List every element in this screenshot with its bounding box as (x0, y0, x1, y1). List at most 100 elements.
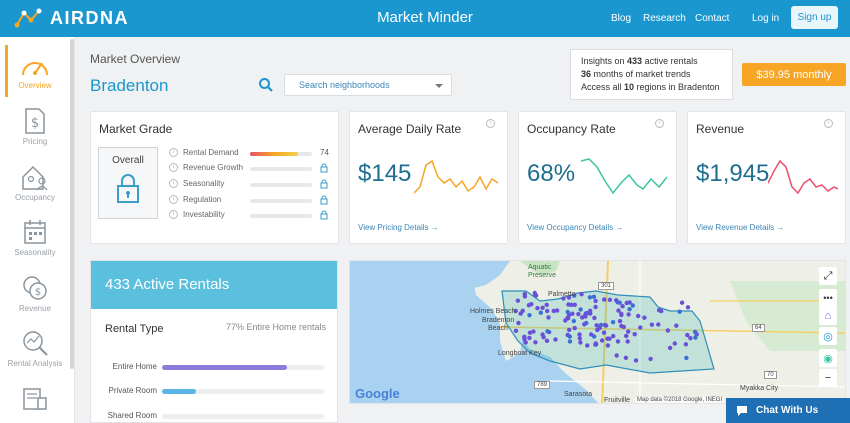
home-layer-icon[interactable]: ⌂ (819, 307, 837, 325)
rental-marker[interactable] (527, 330, 533, 335)
rental-marker[interactable] (679, 300, 685, 305)
rental-marker[interactable] (611, 333, 616, 339)
rental-marker[interactable] (582, 322, 587, 327)
rental-marker[interactable] (572, 325, 577, 331)
rental-marker[interactable] (567, 339, 573, 344)
rental-marker[interactable] (614, 353, 619, 358)
nav-research[interactable]: Research (643, 13, 686, 24)
rental-marker[interactable] (677, 309, 682, 314)
rental-marker[interactable] (551, 308, 556, 314)
rental-marker[interactable] (667, 345, 673, 351)
sidebar-item-seasonality[interactable]: Seasonality (0, 218, 70, 257)
rental-marker[interactable] (520, 308, 525, 313)
rental-marker[interactable] (605, 343, 611, 348)
rental-marker[interactable] (565, 309, 570, 315)
rental-marker[interactable] (602, 297, 607, 302)
sidebar-item-overview[interactable]: Overview (0, 53, 70, 90)
zoom-out-icon[interactable]: − (819, 369, 837, 387)
rental-marker[interactable] (619, 323, 624, 329)
rental-marker[interactable] (615, 339, 621, 344)
sidebar-item-data[interactable] (0, 386, 70, 412)
rental-marker[interactable] (553, 337, 558, 342)
info-icon[interactable]: i (655, 119, 664, 128)
layer-toggle-icon[interactable]: ◉ (819, 349, 837, 367)
rental-marker[interactable] (580, 315, 585, 320)
rental-marker[interactable] (570, 311, 575, 316)
rental-marker[interactable] (685, 305, 691, 310)
airdna-logo[interactable]: AIRDNA (14, 7, 129, 29)
rental-marker[interactable] (623, 355, 629, 360)
rental-marker[interactable] (630, 303, 635, 308)
rental-marker[interactable] (607, 297, 613, 302)
rental-marker[interactable] (571, 318, 576, 324)
rental-marker[interactable] (626, 329, 631, 334)
rental-marker[interactable] (579, 292, 584, 297)
rental-marker[interactable] (625, 339, 630, 344)
rental-marker[interactable] (587, 295, 593, 300)
info-icon[interactable]: i (824, 119, 833, 128)
rental-marker[interactable] (692, 329, 698, 335)
nav-blog[interactable]: Blog (611, 13, 632, 24)
rental-marker[interactable] (591, 294, 597, 299)
more-options-icon[interactable]: ••• (819, 289, 837, 307)
rental-marker[interactable] (585, 343, 590, 348)
view-occupancy-link[interactable]: View Occupancy Details → (527, 223, 624, 232)
view-revenue-link[interactable]: View Revenue Details → (696, 223, 785, 232)
rental-marker[interactable] (619, 312, 624, 318)
rental-marker[interactable] (659, 308, 664, 314)
rental-marker[interactable] (513, 328, 519, 333)
rental-marker[interactable] (672, 341, 677, 346)
rental-marker[interactable] (624, 333, 629, 339)
subscribe-price-button[interactable]: $39.95 monthly (742, 63, 846, 86)
sidebar-scrollbar[interactable] (70, 39, 74, 369)
rental-marker[interactable] (624, 300, 629, 306)
rental-marker[interactable] (648, 356, 653, 362)
rental-marker[interactable] (583, 314, 588, 319)
rental-marker[interactable] (544, 338, 550, 343)
rental-marker[interactable] (684, 355, 689, 361)
nav-contact[interactable]: Contact (695, 13, 730, 24)
rental-marker[interactable] (649, 322, 655, 327)
info-icon[interactable]: i (486, 119, 495, 128)
rental-marker[interactable] (599, 338, 605, 343)
neighborhood-search-select[interactable]: Search neighborhoods (284, 74, 452, 96)
rental-marker[interactable] (593, 341, 598, 346)
rental-marker[interactable] (566, 295, 572, 300)
rental-marker[interactable] (527, 313, 532, 318)
rental-marker[interactable] (617, 300, 622, 305)
fullscreen-icon[interactable]: ⤢ (819, 267, 837, 285)
rental-marker[interactable] (594, 323, 599, 328)
rental-marker[interactable] (567, 327, 572, 333)
info-icon[interactable]: i (169, 210, 178, 219)
rental-marker[interactable] (578, 340, 583, 345)
rental-marker[interactable] (540, 332, 545, 337)
rental-marker[interactable] (688, 336, 693, 341)
rental-marker[interactable] (577, 336, 582, 341)
rental-marker[interactable] (617, 318, 623, 324)
rental-marker[interactable] (665, 328, 671, 333)
rental-marker[interactable] (561, 296, 566, 301)
rental-marker[interactable] (656, 322, 661, 327)
rental-marker[interactable] (693, 335, 698, 340)
rental-marker[interactable] (616, 308, 621, 313)
info-icon[interactable]: i (169, 163, 178, 172)
rental-marker[interactable] (602, 322, 607, 328)
search-icon[interactable] (258, 77, 274, 93)
login-link[interactable]: Log in (752, 13, 780, 24)
rental-marker[interactable] (601, 330, 607, 335)
rental-marker[interactable] (540, 305, 545, 310)
rental-marker[interactable] (516, 320, 521, 326)
rental-marker[interactable] (515, 298, 521, 303)
rental-marker[interactable] (532, 290, 537, 296)
rental-marker[interactable] (533, 340, 538, 345)
rental-marker[interactable] (592, 315, 597, 321)
rental-marker[interactable] (572, 293, 577, 298)
sidebar-item-rental-analysis[interactable]: Rental Analysis (0, 329, 70, 368)
rental-marker[interactable] (544, 302, 549, 307)
rental-marker[interactable] (605, 336, 610, 341)
rental-marker[interactable] (527, 335, 532, 341)
info-icon[interactable]: i (169, 195, 178, 204)
rental-marker[interactable] (546, 315, 551, 320)
rental-marker[interactable] (576, 311, 581, 317)
rental-marker[interactable] (535, 306, 540, 311)
